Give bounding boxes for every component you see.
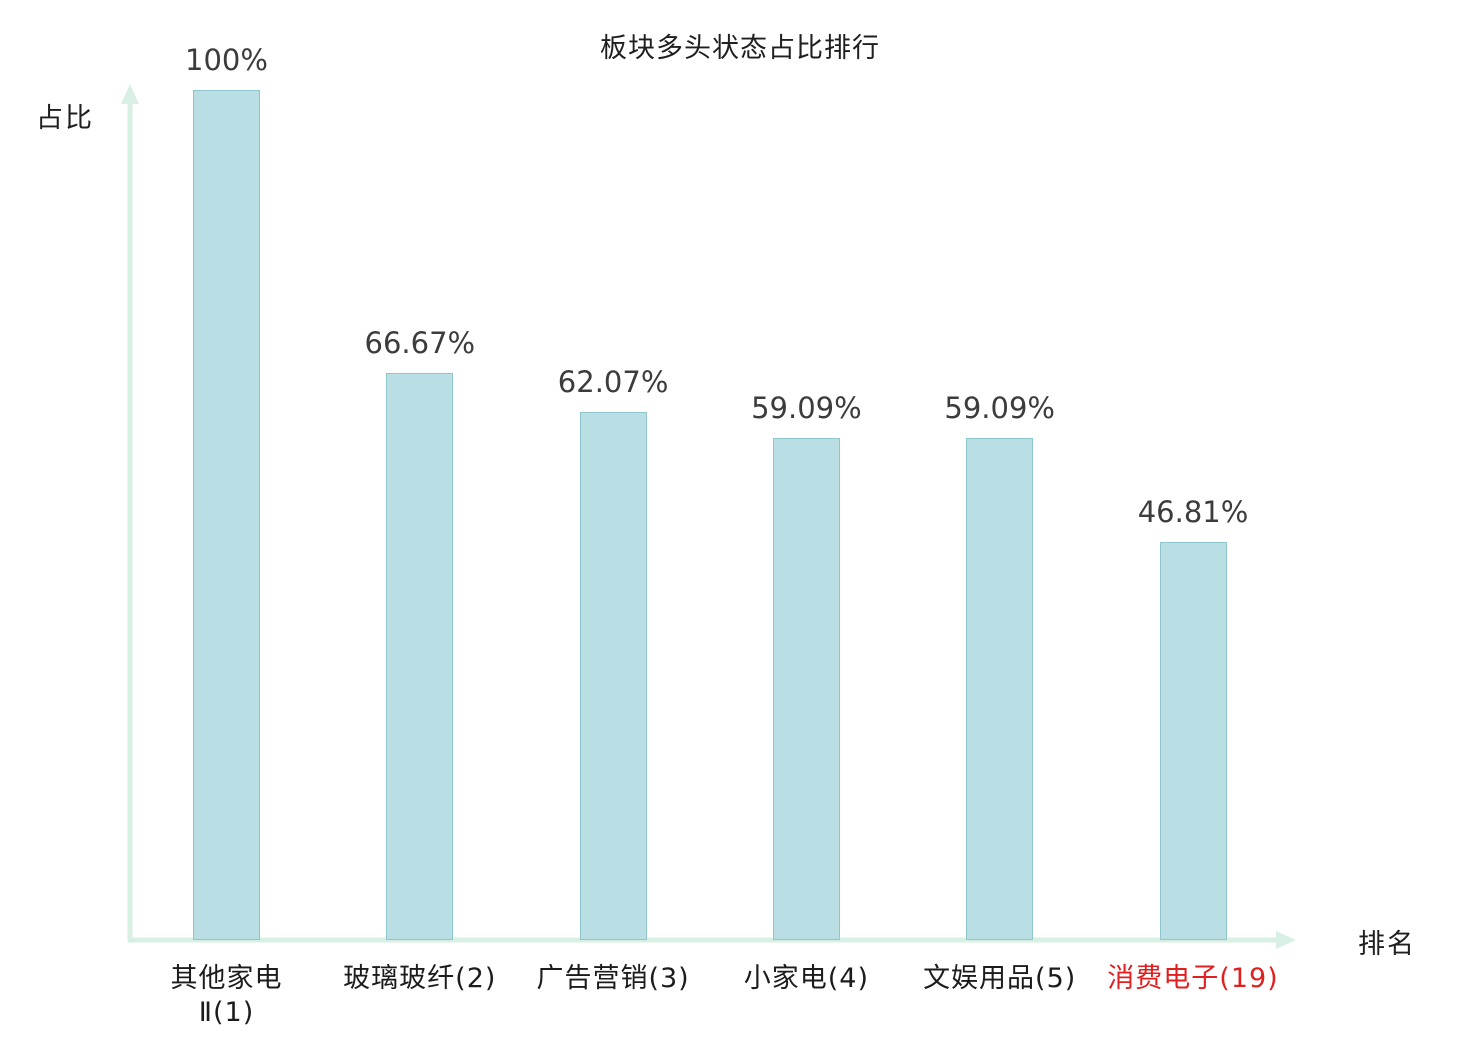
category-label: 小家电(4) [743, 963, 870, 994]
bar-value-label: 46.81% [1137, 495, 1249, 530]
category-label: 消费电子(19) [1107, 963, 1279, 994]
bar [966, 437, 1034, 940]
bar [193, 90, 260, 940]
category-label: 玻璃玻纤(2) [343, 963, 497, 994]
bar [772, 437, 840, 940]
y-axis-label: 占比 [36, 103, 94, 134]
bar-value-label: 62.07% [557, 365, 669, 400]
bar-value-label: 59.09% [944, 390, 1055, 425]
bar [579, 412, 647, 940]
category-label: 其他家电 Ⅱ(1) [170, 963, 283, 1028]
bar [1159, 542, 1227, 940]
category-label: 文娱用品(5) [923, 963, 1077, 994]
chart-title: 板块多头状态占比排行 [600, 33, 880, 64]
y-axis-arrowhead [121, 84, 139, 104]
x-axis-arrowhead [1276, 931, 1296, 949]
bar-value-label: 100% [185, 43, 268, 77]
category-label: 广告营销(3) [536, 963, 690, 994]
x-axis-label: 排名 [1358, 929, 1416, 960]
bar-value-label: 66.67% [364, 326, 476, 361]
bar-value-label: 59.09% [751, 390, 862, 425]
bar [386, 373, 454, 940]
